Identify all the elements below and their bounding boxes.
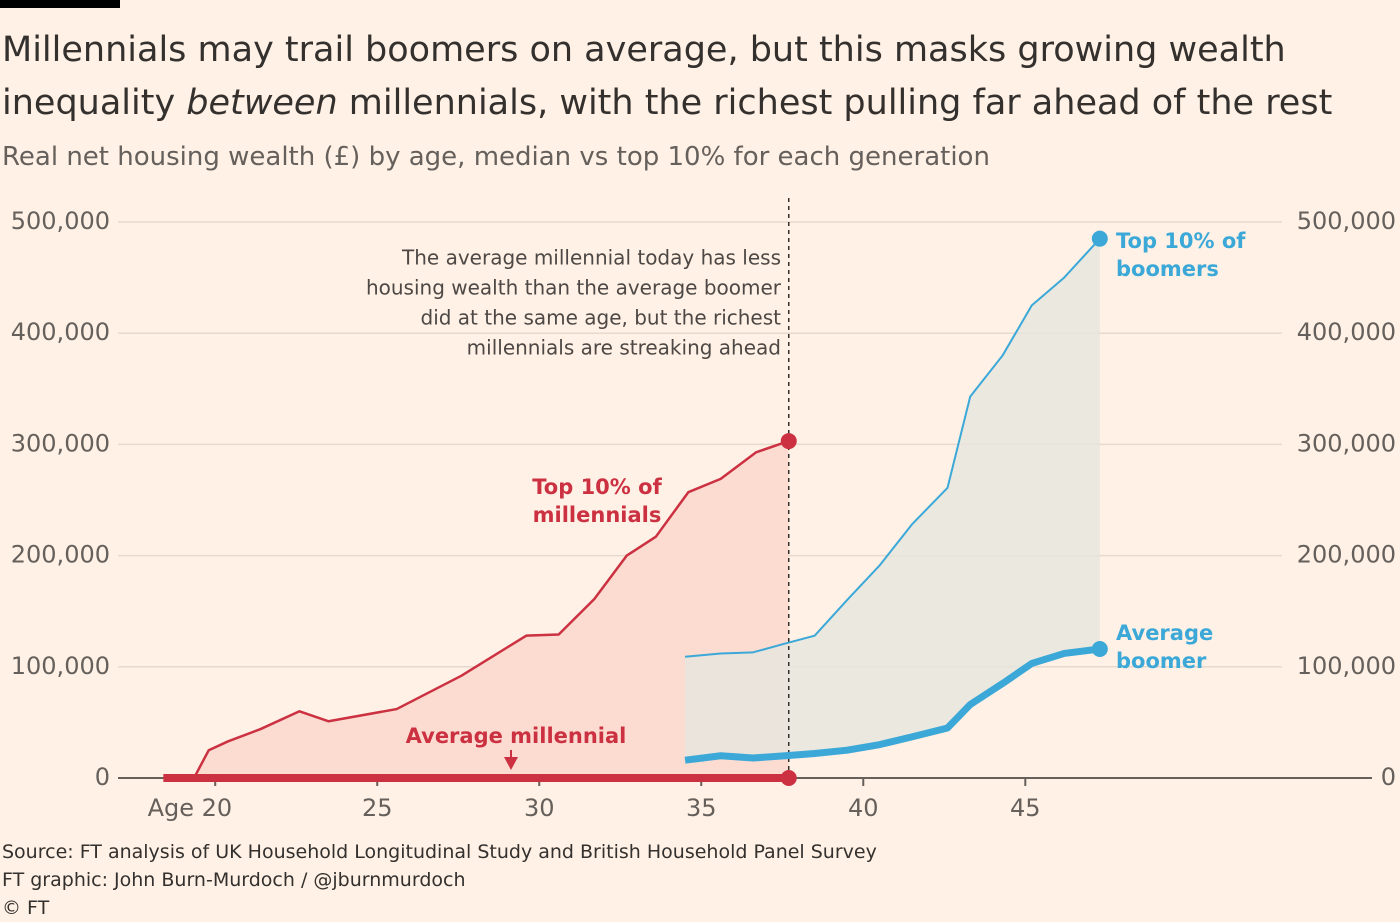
line [684, 238, 1101, 658]
y-tick-label: 300,000 [11, 429, 110, 457]
y2-tick-label: 500,000 [1297, 207, 1396, 235]
x-tick-label: 25 [362, 794, 393, 822]
x-tick-label: 45 [1010, 794, 1041, 822]
line [684, 645, 1101, 764]
series-label: Average millennial [406, 724, 627, 748]
credit: FT graphic: John Burn-Murdoch / @jburnmu… [2, 869, 466, 891]
series-label: Average [1116, 621, 1213, 645]
series-label: boomers [1116, 257, 1219, 281]
y2-tick-label: 200,000 [1297, 541, 1396, 569]
x-tick-label: 40 [848, 794, 879, 822]
annotation: The average millennial today has less [401, 246, 781, 270]
y-tick-label: 500,000 [11, 207, 110, 235]
x-tick-label: 30 [524, 794, 555, 822]
end-marker [780, 433, 797, 450]
title-part: Millennials may trail boomers on average… [2, 30, 1286, 70]
annotation: millennials are streaking ahead [467, 336, 781, 360]
annotation: housing wealth than the average boomer [366, 276, 782, 300]
x-tick-label: 35 [686, 794, 717, 822]
title-part: inequality [2, 83, 187, 123]
title-part: millennials, with the richest pulling fa… [337, 83, 1333, 123]
y-tick-label: 200,000 [11, 541, 110, 569]
annotation: did at the same age, but the richest [421, 306, 782, 330]
title-part: between [186, 83, 338, 123]
y-tick-label: 400,000 [11, 318, 110, 346]
y2-tick-label: 400,000 [1297, 318, 1396, 346]
y-tick-label: 100,000 [11, 652, 110, 680]
end-marker [1091, 641, 1108, 658]
y2-tick-label: 300,000 [1297, 429, 1396, 457]
label-arrow [504, 757, 518, 770]
copyright: © FT [2, 897, 50, 919]
y-tick-label: 0 [95, 763, 110, 791]
line [194, 439, 790, 776]
area [685, 238, 1100, 761]
x-tick-label: Age 20 [148, 794, 233, 822]
end-marker [780, 770, 797, 786]
source: Source: FT analysis of UK Household Long… [2, 841, 877, 863]
series-label: Top 10% of [532, 475, 662, 499]
series-label: millennials [533, 503, 662, 527]
area [195, 441, 789, 778]
end-marker [1091, 230, 1108, 247]
series-label: Top 10% of [1116, 229, 1246, 253]
y2-tick-label: 100,000 [1297, 652, 1396, 680]
chart-title: Millennials may trail boomers on average… [2, 24, 1332, 130]
brand-bar [0, 0, 120, 8]
chart-subtitle: Real net housing wealth (£) by age, medi… [2, 142, 990, 172]
footer: Source: FT analysis of UK Household Long… [2, 838, 877, 922]
series-label: boomer [1116, 649, 1207, 673]
y2-tick-label: 0 [1381, 763, 1396, 791]
